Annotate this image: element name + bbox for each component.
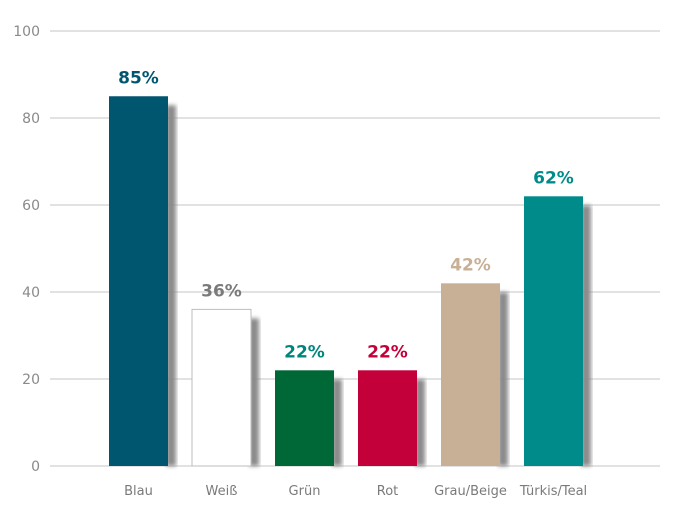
y-tick-label: 40 (22, 285, 40, 301)
y-tick-label: 0 (31, 459, 40, 475)
bar-gr-n (275, 370, 334, 466)
data-label: 62% (533, 168, 574, 188)
bar-t-rkis-teal (524, 196, 583, 467)
data-label: 42% (450, 255, 491, 275)
bar-rot (358, 370, 417, 466)
data-label: 85% (118, 68, 159, 88)
y-tick-label: 20 (22, 372, 40, 388)
x-tick-label: Blau (124, 484, 153, 499)
x-tick-label: Rot (377, 484, 399, 499)
bar-wei- (191, 308, 252, 467)
y-tick-label: 80 (22, 111, 40, 127)
y-tick-label: 100 (13, 24, 40, 40)
y-tick-label: 60 (22, 198, 40, 214)
x-tick-label: Grün (289, 484, 321, 499)
data-label: 22% (367, 342, 408, 362)
x-tick-label: Türkis/Teal (519, 484, 587, 499)
bar-shadow (166, 105, 176, 466)
bar-blau (109, 96, 168, 466)
bar-shadow (332, 379, 342, 466)
bar-shadow (249, 318, 259, 466)
bar-grau-beige (441, 283, 500, 466)
x-tick-label: Grau/Beige (434, 484, 507, 499)
x-tick-label: Weiß (206, 484, 238, 499)
bar-shadow (581, 205, 591, 467)
bar-shadow (415, 379, 425, 466)
data-label: 22% (284, 342, 325, 362)
bar-shadow (498, 292, 508, 466)
data-label: 36% (201, 281, 242, 301)
